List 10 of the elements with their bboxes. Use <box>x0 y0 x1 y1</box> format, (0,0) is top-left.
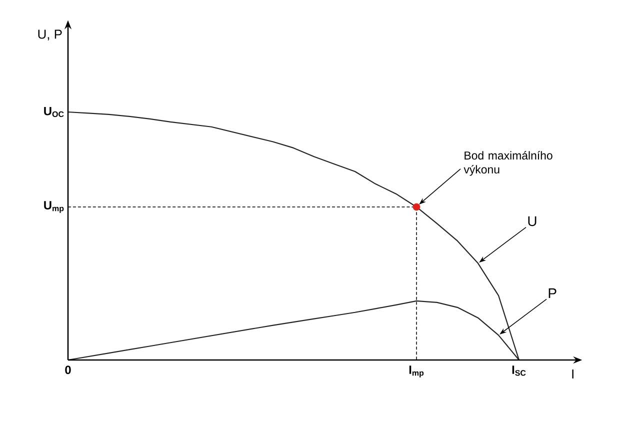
annotation: Bod maximálního výkonu <box>464 151 552 176</box>
text: U <box>528 216 536 226</box>
x-axis-title: I <box>572 370 574 378</box>
text: P <box>548 288 556 298</box>
x-tick-label: I$_{mp}$ <box>409 366 424 378</box>
x-tick-label: 0 <box>65 366 71 374</box>
x-tick-label: I$_{SC}$ <box>512 366 526 376</box>
annotation: U$_{mp}$ <box>44 201 64 213</box>
text: U, P <box>38 30 62 40</box>
annotation: U$_{OC}$ <box>44 106 64 118</box>
